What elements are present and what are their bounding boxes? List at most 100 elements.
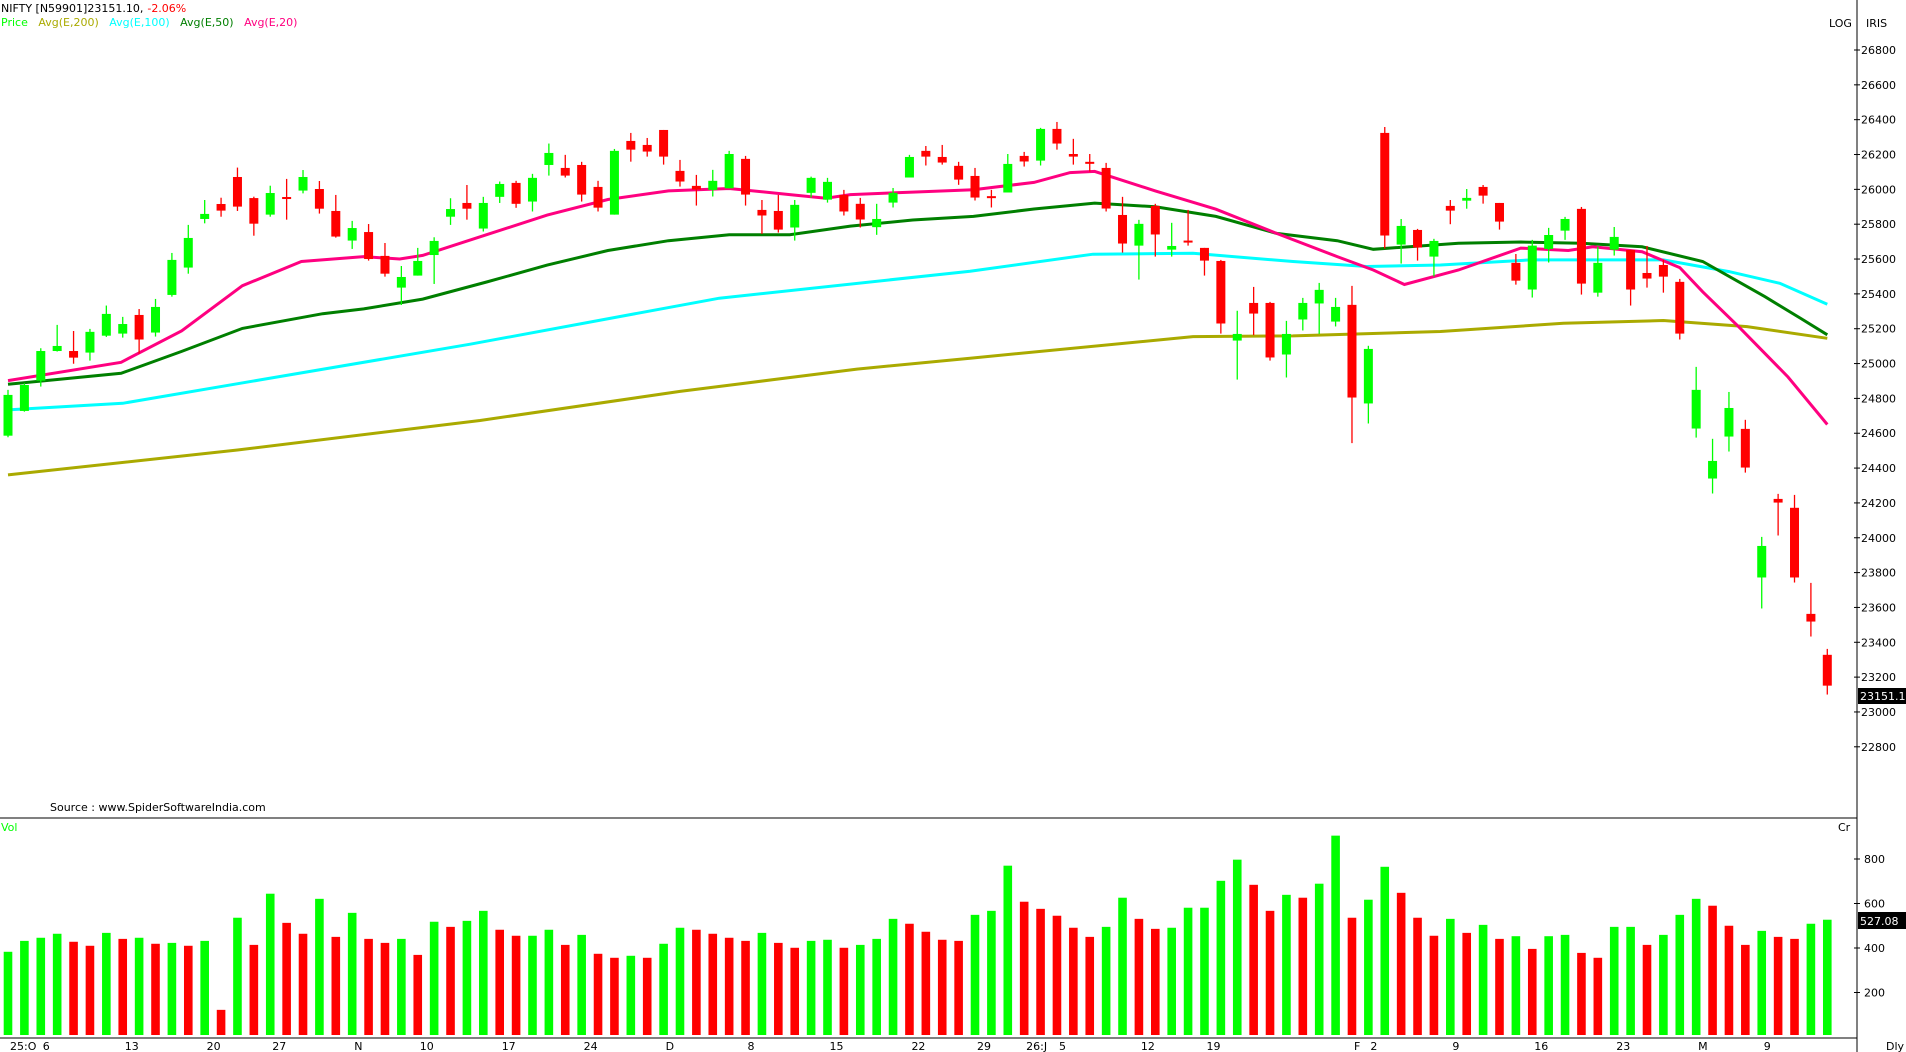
candle [101, 305, 111, 337]
volume-bar [1347, 917, 1357, 1035]
candle-body [790, 204, 800, 228]
volume-bar [987, 910, 996, 1035]
candle [1560, 216, 1570, 240]
iris-button[interactable]: IRIS [1866, 17, 1887, 30]
legend-ema100[interactable]: Avg(E,100) [109, 16, 170, 29]
candle [773, 194, 783, 233]
candle [642, 137, 652, 157]
candle [495, 181, 505, 203]
volume-bar [511, 935, 521, 1035]
candle-body [1003, 163, 1013, 193]
candle-body [282, 197, 292, 200]
date-label: 9 [1452, 1040, 1459, 1052]
volume-bar [1183, 907, 1193, 1035]
candle [265, 185, 275, 217]
last-volume-label: 527.08 [1860, 915, 1899, 928]
volume-bar [1511, 936, 1521, 1035]
candle-body [462, 202, 472, 209]
volume-bar [1019, 901, 1029, 1035]
candle-body [741, 158, 751, 195]
candle-body [1232, 333, 1242, 341]
candle [118, 316, 128, 338]
price-tick-label: 23400 [1861, 636, 1896, 649]
candle-body [593, 186, 603, 208]
volume-bar [1200, 907, 1209, 1035]
candle-body [642, 144, 652, 152]
candle [1298, 297, 1308, 331]
candle-body [1298, 302, 1308, 320]
candle [396, 266, 406, 306]
volume-bar [1544, 936, 1553, 1035]
candle [446, 198, 456, 225]
volume-bar [544, 929, 554, 1035]
candle-body [478, 202, 488, 229]
volume-bar [560, 944, 570, 1035]
candle-body [511, 182, 521, 204]
volume-bar [659, 943, 668, 1035]
candle [1085, 153, 1095, 172]
candle [1249, 286, 1259, 336]
price-tick-label: 25400 [1861, 288, 1896, 301]
candle [560, 154, 570, 178]
log-button[interactable]: LOG [1829, 17, 1852, 30]
candle [544, 143, 554, 176]
candle-body [101, 313, 111, 336]
candle-body [1183, 240, 1193, 243]
volume-bar [134, 937, 144, 1035]
volume-bar [1462, 932, 1472, 1035]
candle [888, 187, 898, 208]
candle-body [364, 232, 374, 260]
candle [724, 150, 734, 189]
volume-bar [1495, 938, 1504, 1035]
candle [1708, 438, 1718, 494]
candle [462, 185, 472, 220]
candle-body [85, 331, 95, 353]
chart-header: NIFTY [N59901]23151.10, -2.06% [1, 2, 193, 15]
candle-body [659, 129, 669, 157]
candle-body [1494, 202, 1504, 222]
candle-body [347, 228, 357, 241]
candle [282, 178, 292, 220]
volume-bar [790, 947, 800, 1035]
candle-body [1199, 247, 1209, 261]
candle [52, 324, 62, 352]
candle-body [216, 203, 226, 211]
candle-body [1806, 613, 1816, 622]
volume-bar [167, 942, 177, 1035]
candle [3, 389, 13, 438]
volume-bar [1822, 919, 1832, 1035]
candle [1429, 238, 1439, 277]
candle [823, 177, 832, 203]
candle [806, 176, 816, 198]
candle [1183, 209, 1193, 246]
candle [839, 189, 849, 216]
candle [1199, 247, 1209, 276]
candle [1232, 310, 1242, 380]
legend-price[interactable]: Price [1, 16, 28, 29]
candle-body [1740, 428, 1750, 468]
candle-body [839, 194, 849, 212]
candle-body [954, 165, 964, 180]
volume-bar [413, 954, 423, 1035]
timeframe-label[interactable]: Dly [1886, 1040, 1905, 1052]
candle-body [577, 164, 587, 195]
legend-ema20[interactable]: Avg(E,20) [244, 16, 298, 29]
volume-bar [921, 931, 931, 1035]
candle [200, 199, 210, 224]
volume-tick-label: 400 [1864, 942, 1885, 955]
candle [872, 203, 882, 235]
legend-ema200[interactable]: Avg(E,200) [38, 16, 99, 29]
legend-ema50[interactable]: Avg(E,50) [180, 16, 234, 29]
volume-bar [1167, 927, 1176, 1035]
candle-body [200, 213, 210, 219]
price-tick-label: 22800 [1861, 741, 1896, 754]
candle [970, 167, 980, 201]
candle [1806, 582, 1816, 637]
volume-bar [1773, 936, 1783, 1035]
volume-bar [675, 927, 685, 1035]
volume-bar [1036, 908, 1045, 1035]
date-label: 26:J [1026, 1040, 1047, 1052]
date-label: 8 [748, 1040, 755, 1052]
candle-body [1757, 545, 1767, 578]
